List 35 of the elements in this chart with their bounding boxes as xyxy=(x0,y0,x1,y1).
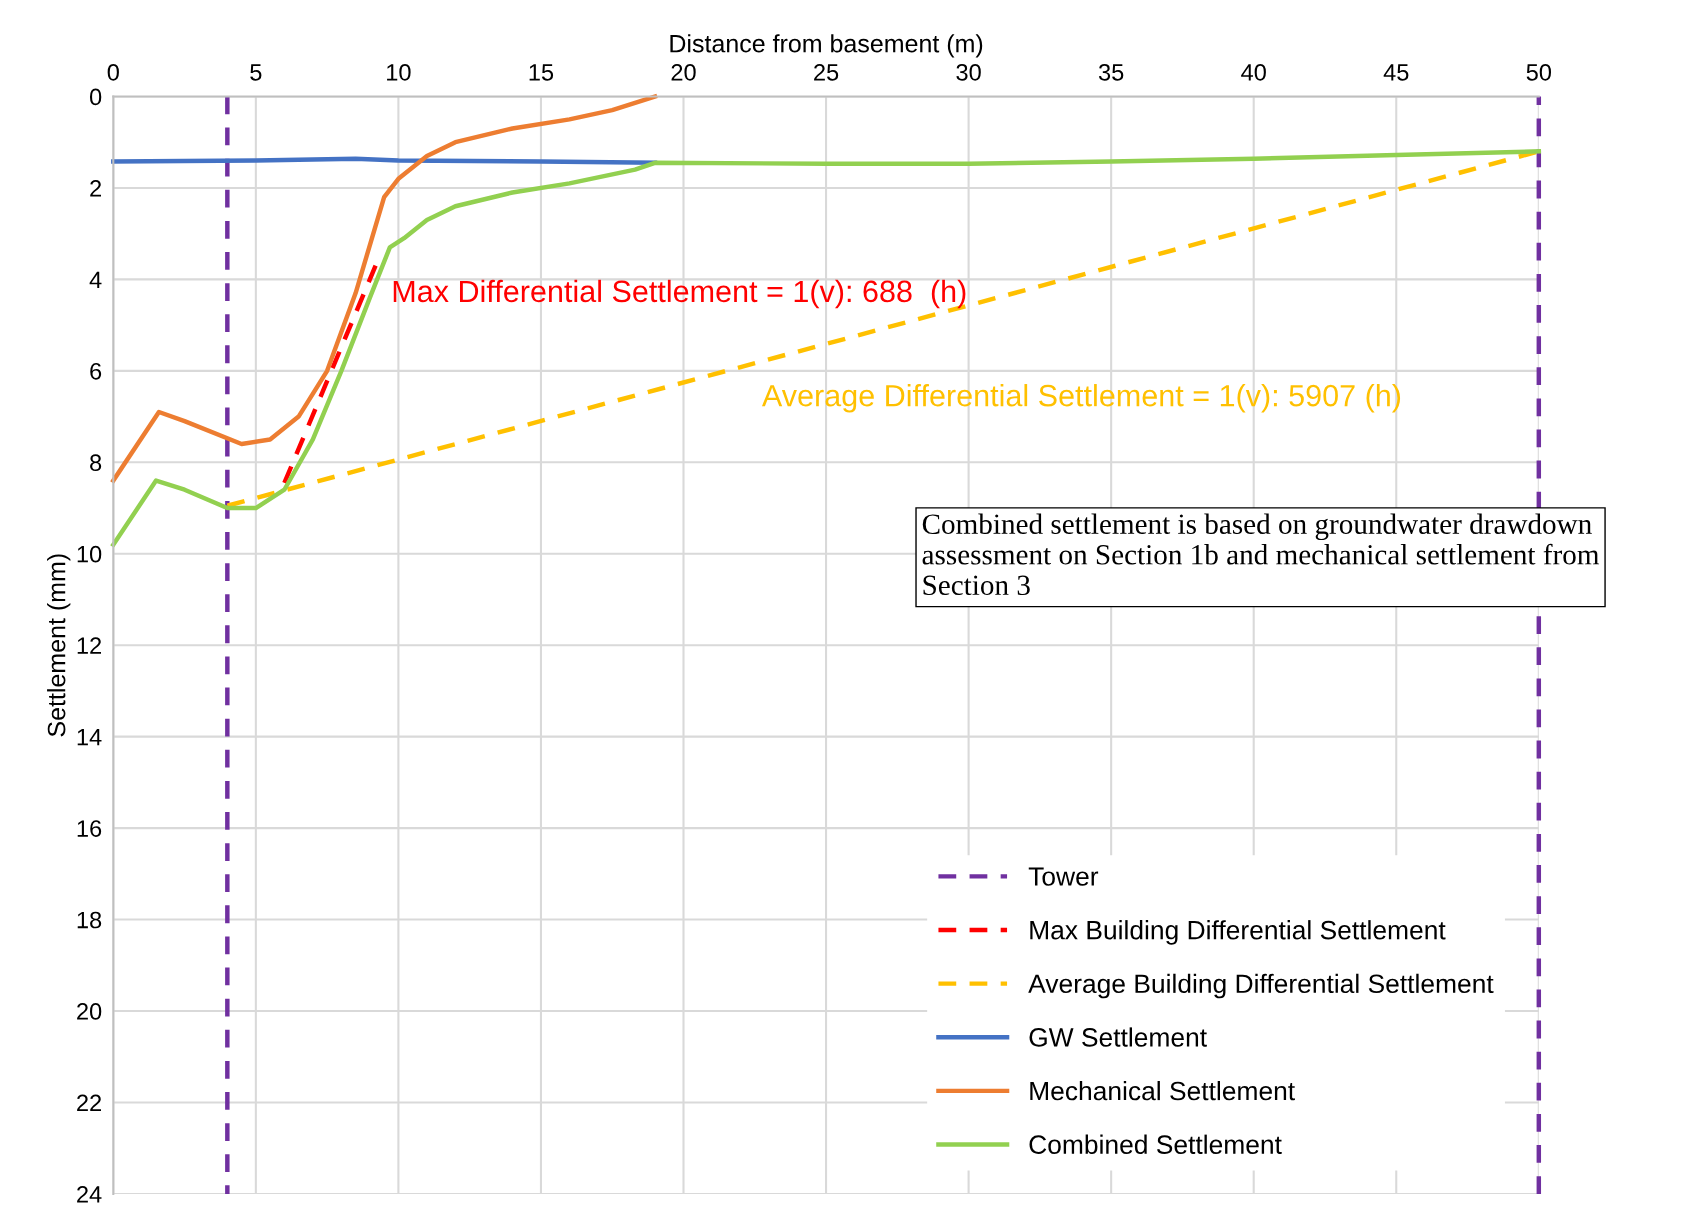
y-tick-label: 22 xyxy=(77,1094,101,1112)
legend-label: Combined Settlement xyxy=(1029,1134,1282,1154)
x-tick-label: 0 xyxy=(107,63,119,81)
x-tick-label: 15 xyxy=(529,64,554,81)
x-tick-label: 10 xyxy=(387,63,411,81)
y-tick-label: 2 xyxy=(90,180,101,197)
y-axis-title: Settlement (mm) xyxy=(47,554,71,737)
x-tick-label: 40 xyxy=(1241,63,1266,81)
x-tick-label: 25 xyxy=(814,63,839,81)
y-tick-label: 14 xyxy=(77,728,102,746)
y-tick-label: 18 xyxy=(77,911,102,929)
x-axis-title: Distance from basement (m) xyxy=(670,34,983,58)
legend-label: Tower xyxy=(1028,867,1099,886)
x-tick-label: 5 xyxy=(250,64,262,81)
y-tick-label: 6 xyxy=(90,362,102,380)
y-tick-label: 10 xyxy=(77,545,102,563)
y-tick-label: 4 xyxy=(89,271,102,288)
y-tick-label: 8 xyxy=(90,454,102,472)
y-tick-label: 16 xyxy=(77,820,102,837)
legend-label: Mechanical Settlement xyxy=(1030,1080,1295,1101)
legend-label: Average Building Differential Settlement xyxy=(1028,973,1494,999)
y-tick-label: 20 xyxy=(77,1003,102,1020)
legend-label: GW Settlement xyxy=(1029,1027,1207,1047)
y-tick-label: 0 xyxy=(89,88,102,106)
x-tick-label: 30 xyxy=(956,63,981,81)
legend-label: Max Building Differential Settlement xyxy=(1030,920,1446,945)
y-tick-label: 12 xyxy=(77,637,101,654)
annotation: Max Differential Settlement = 1(v): 688 (h) xyxy=(393,279,966,309)
x-tick-label: 35 xyxy=(1098,63,1124,81)
x-tick-label: 50 xyxy=(1526,63,1552,81)
y-tick-label: 24 xyxy=(77,1186,102,1203)
x-tick-label: 20 xyxy=(671,63,696,81)
x-tick-label: 45 xyxy=(1383,64,1409,81)
annotation: Average Differential Settlement = 1(v): 5907 (h) xyxy=(761,384,1401,413)
annotation: Combined settlement is based on groundwater drawdown assessment on Section 1b and mechanical settlement from Section 3 xyxy=(922,513,1600,596)
